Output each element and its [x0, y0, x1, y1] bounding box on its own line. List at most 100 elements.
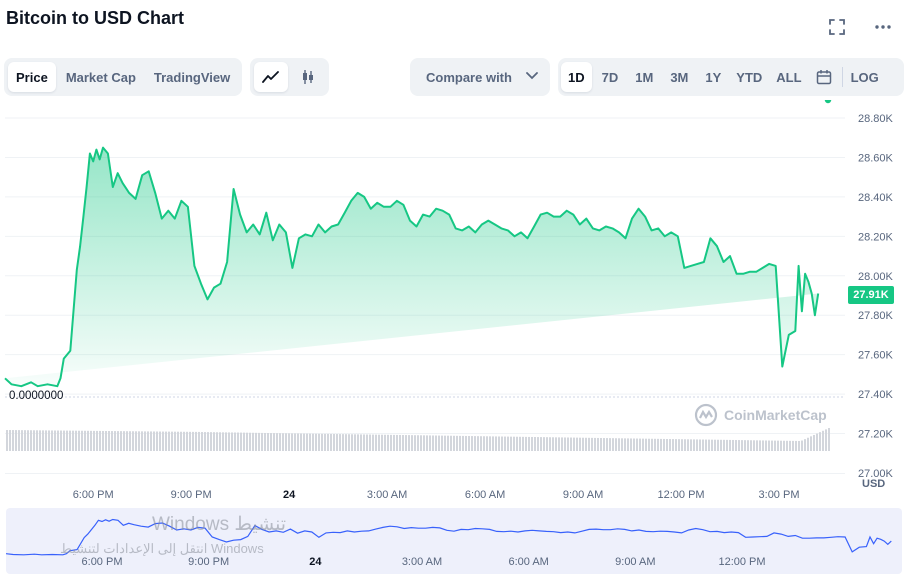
volume-bar [165, 431, 167, 451]
volume-bar [633, 438, 635, 451]
tab-market-cap[interactable]: Market Cap [65, 69, 136, 85]
volume-bar [264, 432, 266, 451]
volume-bar [693, 439, 695, 451]
volume-bar [663, 438, 665, 451]
volume-bar [150, 431, 152, 451]
range-navigator[interactable]: 6:00 PM 9:00 PM 24 3:00 AM 6:00 AM 9:00 AM 12:… [6, 508, 902, 574]
windows-activation-subtitle: انتقل إلى الإعدادات لتنشيط Windows [60, 541, 264, 556]
volume-bar [738, 440, 740, 451]
volume-bar [408, 435, 410, 451]
volume-bar [390, 434, 392, 451]
volume-bar [474, 436, 476, 451]
line-chart-button[interactable] [254, 62, 288, 92]
volume-bar [21, 430, 23, 451]
volume-bar [375, 434, 377, 451]
volume-bar [639, 438, 641, 451]
volume-bar [609, 438, 611, 451]
volume-bar [372, 434, 374, 451]
range-1d[interactable]: 1D [561, 62, 592, 92]
volume-bar [96, 430, 98, 451]
navigator-tick-label: 9:00 PM [188, 556, 229, 568]
windows-activation-title: Windows تنشيط [152, 514, 287, 535]
volume-bar [318, 433, 320, 451]
volume-bar [489, 436, 491, 451]
price-tick-label: 28.20K [858, 231, 894, 243]
candlestick-icon [303, 70, 313, 84]
volume-bar [759, 440, 761, 451]
volume-bar [603, 438, 605, 451]
volume-bar [240, 432, 242, 451]
range-3m[interactable]: 3M [670, 69, 689, 85]
volume-bar [81, 430, 83, 451]
volume-bar [159, 431, 161, 451]
volume-bar [24, 430, 26, 451]
volume-bar [366, 434, 368, 451]
volume-bar [360, 434, 362, 451]
tab-price[interactable]: Price [8, 62, 56, 92]
range-all[interactable]: ALL [776, 69, 802, 85]
volume-bar [651, 438, 653, 451]
volume-bar [549, 437, 551, 451]
navigator-tick-label: 6:00 AM [508, 556, 548, 568]
volume-bar [438, 435, 440, 451]
volume-bar [303, 433, 305, 451]
navigator-tick-label: 24 [309, 556, 322, 568]
volume-bar [741, 440, 743, 451]
volume-bar [522, 436, 524, 451]
price-tick-label: 28.80K [858, 113, 894, 125]
volume-bar [546, 437, 548, 451]
range-1y[interactable]: 1Y [705, 69, 722, 85]
fullscreen-icon[interactable] [826, 16, 848, 38]
line-chart-icon [262, 71, 279, 83]
volume-bar [60, 430, 62, 451]
navigator-tick-label: 3:00 AM [402, 556, 442, 568]
candlestick-button[interactable] [291, 62, 325, 92]
range-1m[interactable]: 1M [635, 69, 654, 85]
volume-bar [696, 439, 698, 451]
last-price-point [823, 100, 833, 105]
volume-bar [300, 433, 302, 451]
compare-with-dropdown[interactable]: Compare with [410, 58, 550, 96]
volume-bar [294, 433, 296, 451]
volume-bar [141, 431, 143, 451]
price-chart[interactable]: 28.80K 28.60K 28.40K 28.20K 28.00K 27.80K 27.6… [0, 100, 913, 500]
volume-bar [363, 434, 365, 451]
volume-bar [261, 432, 263, 451]
volume-bar [120, 431, 122, 451]
volume-bar [483, 436, 485, 451]
volume-bar [27, 430, 29, 451]
volume-bar [558, 437, 560, 451]
volume-bar [186, 431, 188, 451]
volume-bar [213, 432, 215, 451]
volume-bar [102, 430, 104, 451]
volume-bar [687, 439, 689, 451]
volume-bar [36, 430, 38, 451]
volume-bar [195, 431, 197, 451]
volume-bar [384, 434, 386, 451]
volume-bar [411, 435, 413, 451]
volume-bar [54, 430, 56, 451]
range-ytd[interactable]: YTD [736, 69, 763, 85]
volume-bar [732, 439, 734, 451]
log-scale-toggle[interactable]: LOG [850, 69, 879, 85]
volume-bar [306, 433, 308, 451]
more-icon[interactable] [872, 16, 894, 38]
range-7d[interactable]: 7D [601, 69, 619, 85]
volume-bar [198, 431, 200, 451]
navigator-tick-label: 12:00 PM [718, 556, 765, 568]
tab-tradingview[interactable]: TradingView [153, 69, 231, 85]
volume-bar [396, 434, 398, 451]
volume-bar [441, 435, 443, 451]
volume-bar [498, 436, 500, 451]
date-picker-button[interactable] [810, 62, 838, 92]
volume-bar [600, 438, 602, 451]
volume-bar [459, 435, 461, 451]
volume-bar [744, 440, 746, 451]
volume-bar [72, 430, 74, 451]
volume-bar [93, 430, 95, 451]
volume-bar [435, 435, 437, 451]
volume-bar [813, 434, 815, 451]
volume-bar [66, 430, 68, 451]
volume-bar [720, 439, 722, 451]
volume-bar [672, 439, 674, 451]
